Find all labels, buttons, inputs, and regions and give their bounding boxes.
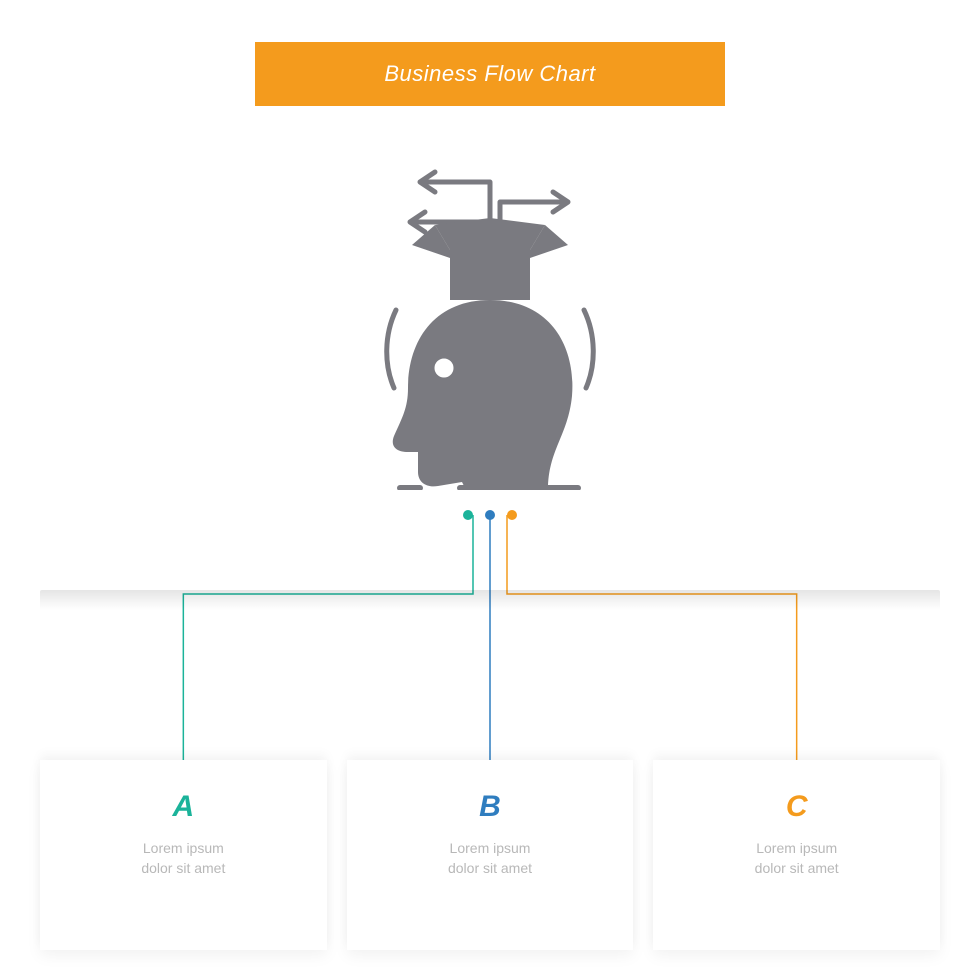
card-c: C Lorem ipsum dolor sit amet (653, 760, 940, 950)
hero-icon-container (340, 150, 640, 490)
card-letter-a: A (173, 790, 195, 824)
connector-dots (463, 510, 517, 520)
card-letter-b: B (479, 790, 501, 824)
dot-c (507, 510, 517, 520)
card-b: B Lorem ipsum dolor sit amet (347, 760, 634, 950)
card-text-b: Lorem ipsum dolor sit amet (448, 838, 532, 879)
card-text-a: Lorem ipsum dolor sit amet (141, 838, 225, 879)
card-text-c: Lorem ipsum dolor sit amet (755, 838, 839, 879)
page-title: Business Flow Chart (384, 61, 595, 87)
header-band: Business Flow Chart (255, 42, 725, 106)
dot-a (463, 510, 473, 520)
card-letter-c: C (786, 790, 808, 824)
dot-b (485, 510, 495, 520)
cards-row: A Lorem ipsum dolor sit amet B Lorem ips… (40, 760, 940, 950)
divider-shadow (40, 590, 940, 610)
card-a: A Lorem ipsum dolor sit amet (40, 760, 327, 950)
head-open-box-ideas-icon (340, 150, 640, 490)
